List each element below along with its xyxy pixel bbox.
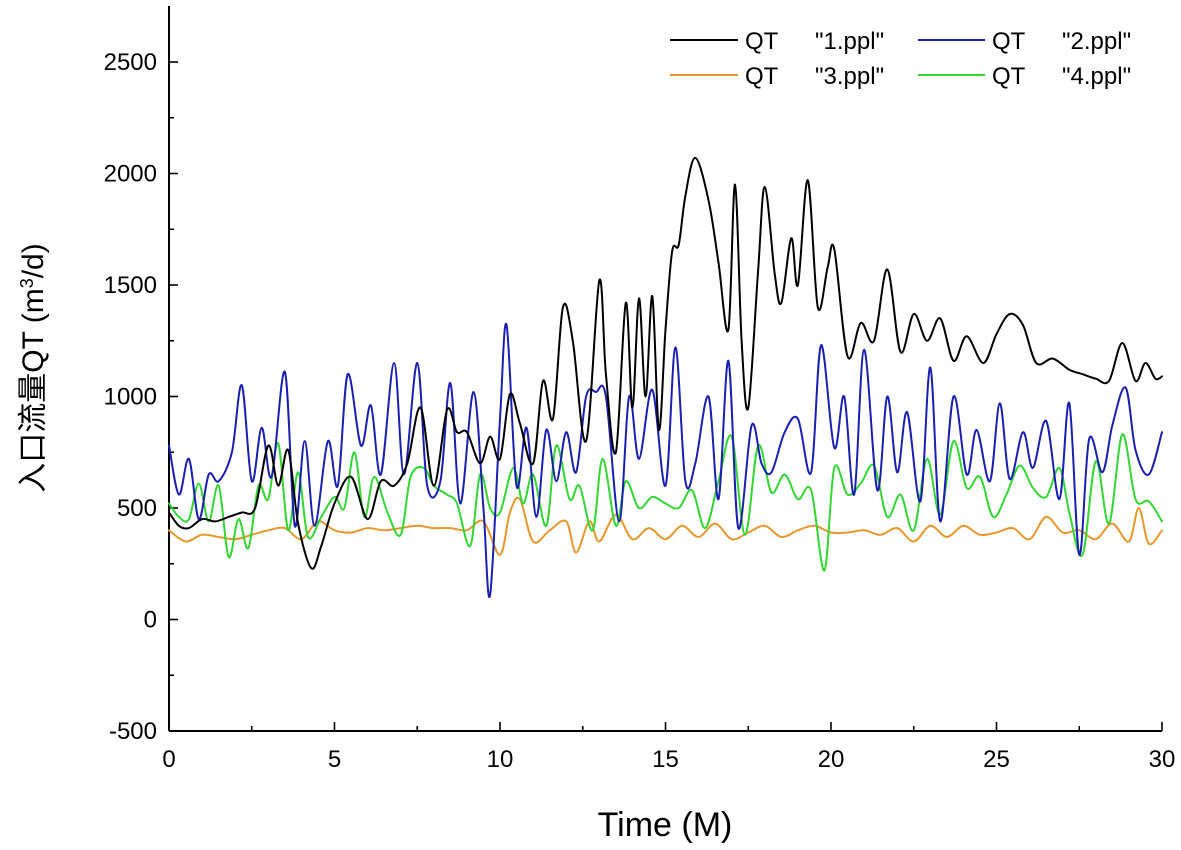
- series-line-1: [168, 156, 1163, 570]
- x-ticks: 0 5 10 15 20 25 30: [162, 722, 1175, 773]
- legend-label-4-file: "4.ppl": [1062, 63, 1131, 90]
- y-tick-label: 500: [117, 495, 157, 522]
- legend-label-1-file: "1.ppl": [815, 28, 884, 55]
- legend-label-3-file: "3.ppl": [815, 63, 884, 90]
- x-tick-label: 15: [652, 746, 679, 773]
- y-axis-title: 入口流量QT (m3/d): [17, 243, 50, 492]
- series-line-2: [168, 322, 1163, 599]
- series-line-4: [168, 433, 1163, 572]
- y-tick-label: 0: [144, 607, 157, 634]
- series-line-3: [168, 496, 1163, 556]
- legend-item-3: QT "3.ppl": [670, 63, 884, 90]
- x-tick-label: 0: [162, 746, 175, 773]
- legend-item-1: QT "1.ppl": [670, 28, 884, 55]
- y-ticks: -500 0 500 1000 1500 2000 2500: [104, 49, 178, 745]
- legend-item-2: QT "2.ppl": [918, 28, 1131, 55]
- legend-item-4: QT "4.ppl": [918, 63, 1131, 90]
- legend: QT "1.ppl" QT "2.ppl" QT "3.ppl" QT "4.p…: [670, 28, 1131, 90]
- x-tick-label: 20: [818, 746, 845, 773]
- y-tick-label: 1500: [104, 272, 157, 299]
- x-tick-label: 30: [1149, 746, 1176, 773]
- y-tick-label: 2000: [104, 161, 157, 188]
- x-tick-label: 10: [487, 746, 514, 773]
- x-tick-label: 5: [328, 746, 341, 773]
- y-tick-label: 2500: [104, 49, 157, 76]
- legend-label-2-var: QT: [992, 28, 1026, 55]
- y-axis-title-main: 入口流量QT (m: [17, 288, 50, 492]
- series-group: [168, 156, 1163, 599]
- x-axis-title: Time (M): [598, 806, 733, 844]
- legend-label-3-var: QT: [745, 63, 779, 90]
- y-tick-label: 1000: [104, 384, 157, 411]
- legend-label-4-var: QT: [992, 63, 1026, 90]
- x-tick-label: 25: [983, 746, 1010, 773]
- plot-area: [168, 6, 1162, 732]
- y-axis-title-sup: 3: [17, 278, 37, 288]
- y-axis-title-end: /d): [17, 243, 50, 278]
- legend-label-2-file: "2.ppl": [1062, 28, 1131, 55]
- y-tick-label: -500: [109, 718, 157, 745]
- legend-label-1-var: QT: [745, 28, 779, 55]
